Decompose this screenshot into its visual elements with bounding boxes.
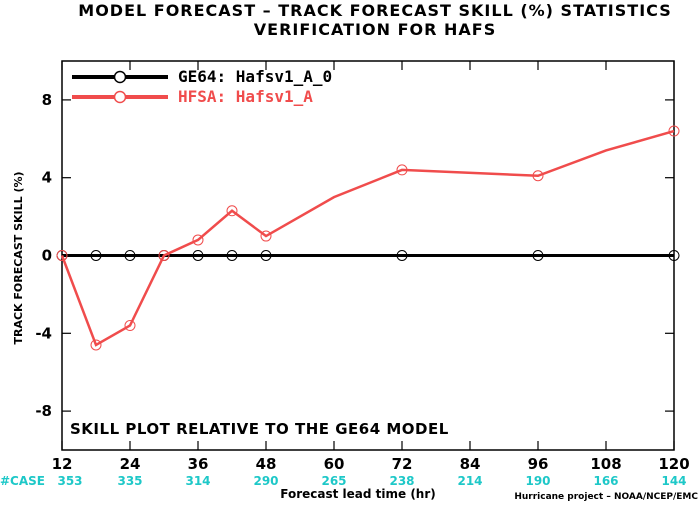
- data-point-hfsa: [532, 170, 544, 182]
- case-count: 314: [185, 474, 210, 488]
- data-point-ge64: [532, 250, 544, 261]
- x-tick-label: 72: [392, 455, 413, 473]
- data-point-ge64: [90, 250, 102, 261]
- case-count: 290: [253, 474, 278, 488]
- y-tick-label: 0: [42, 247, 52, 265]
- data-point-ge64: [260, 250, 272, 261]
- case-count: 144: [661, 474, 686, 488]
- y-axis-label: TRACK FORECAST SKILL (%): [12, 171, 25, 344]
- data-point-hfsa: [226, 205, 238, 217]
- series-line-hfsa: [60, 129, 675, 347]
- chart-title-line1: MODEL FORECAST – TRACK FORECAST SKILL (%…: [78, 1, 671, 20]
- data-point-ge64: [124, 250, 136, 261]
- data-point-ge64: [396, 250, 408, 261]
- data-point-hfsa: [124, 320, 136, 332]
- x-tick-label: 108: [590, 455, 621, 473]
- data-point-hfsa: [90, 339, 102, 351]
- data-point-ge64: [668, 250, 680, 261]
- case-count: 265: [321, 474, 346, 488]
- x-tick-label: 48: [256, 455, 277, 473]
- chart-title-line2: VERIFICATION FOR HAFS: [254, 20, 496, 39]
- y-tick-label: -8: [35, 402, 52, 420]
- data-point-hfsa: [260, 230, 272, 242]
- legend-swatch-marker: [113, 70, 127, 84]
- case-count: 238: [389, 474, 414, 488]
- x-tick-label: 24: [120, 455, 141, 473]
- y-tick-label: 4: [42, 169, 52, 187]
- y-tick-label: 8: [42, 91, 52, 109]
- x-tick-label: 96: [528, 455, 549, 473]
- data-point-hfsa: [56, 250, 68, 261]
- x-tick-label: 120: [658, 455, 689, 473]
- case-count: 335: [117, 474, 142, 488]
- data-point-ge64: [226, 250, 238, 261]
- legend-swatch-marker: [113, 90, 127, 104]
- case-count: 166: [593, 474, 618, 488]
- case-count: 214: [457, 474, 482, 488]
- case-count: 353: [57, 474, 82, 488]
- x-tick-label: 36: [188, 455, 209, 473]
- skill-annotation: SKILL PLOT RELATIVE TO THE GE64 MODEL: [70, 420, 449, 438]
- y-tick-label: -4: [35, 324, 52, 342]
- data-point-hfsa: [396, 164, 408, 176]
- data-point-hfsa: [192, 234, 204, 246]
- data-point-ge64: [192, 250, 204, 261]
- case-count: 190: [525, 474, 550, 488]
- data-point-hfsa: [158, 250, 170, 261]
- data-point-hfsa: [668, 125, 680, 137]
- legend-label: HFSA: Hafsv1_A: [178, 87, 313, 106]
- legend-label: GE64: Hafsv1_A_0: [178, 67, 332, 86]
- x-tick-label: 60: [324, 455, 345, 473]
- credit-text: Hurricane project – NOAA/NCEP/EMC: [514, 492, 698, 502]
- series-layer: [56, 125, 680, 351]
- case-counts: #CASE 353 335 314 290 265 238 214 190 166 144: [0, 474, 687, 488]
- x-tick-label: 84: [460, 455, 481, 473]
- case-label: #CASE: [0, 474, 45, 488]
- x-axis-label: Forecast lead time (hr): [280, 487, 436, 501]
- x-tick-label: 12: [52, 455, 73, 473]
